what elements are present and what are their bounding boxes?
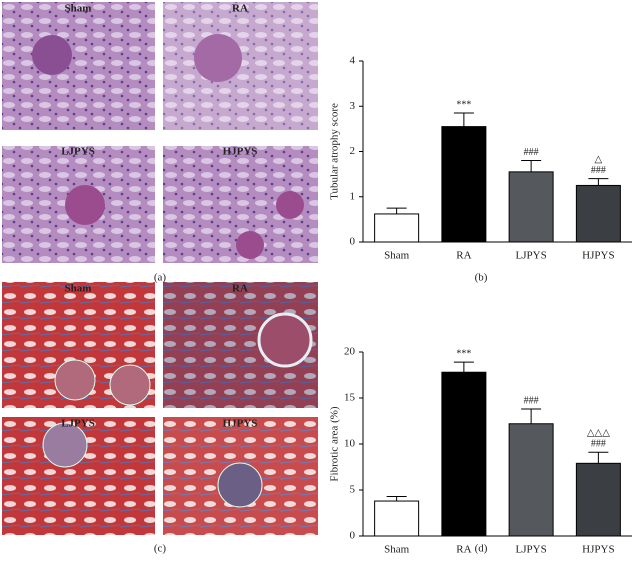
glomerulus — [109, 364, 151, 406]
micrograph — [2, 2, 155, 130]
y-tick-label: 2 — [350, 145, 356, 157]
panel-c-images: Sham RA LJPYS HJPYS — [2, 282, 318, 535]
image-label: LJPYS — [61, 146, 95, 158]
image-label: HJPYS — [223, 418, 258, 430]
bar — [508, 171, 554, 243]
panel-label: (b) — [475, 272, 488, 284]
panel-label: (c) — [154, 543, 167, 555]
glomerulus — [54, 359, 96, 401]
x-tick-label: RA — [456, 544, 471, 556]
bar — [508, 423, 554, 537]
glomerulus — [236, 231, 264, 259]
glomerulus — [257, 312, 313, 368]
bar — [441, 371, 487, 537]
y-axis-label: Fibrotic area (%) — [329, 406, 341, 481]
significance-label: ### — [524, 395, 539, 406]
significance-label: ### — [591, 165, 606, 176]
glomerulus — [42, 422, 88, 468]
y-tick-label: 20 — [344, 346, 356, 358]
significance-label: △△△ — [587, 428, 610, 439]
y-tick-label: 5 — [350, 484, 356, 496]
y-tick-label: 4 — [350, 55, 356, 67]
bar — [441, 126, 487, 243]
x-tick-label: Sham — [384, 544, 410, 556]
glomerulus — [32, 35, 72, 75]
y-axis-label: Tubular atrophy score — [329, 103, 341, 200]
y-tick-label: 3 — [350, 100, 356, 112]
bar — [374, 213, 420, 243]
bar — [575, 462, 621, 537]
significance-label: ### — [591, 439, 606, 450]
y-tick-label: 0 — [350, 530, 356, 542]
y-tick-label: 0 — [350, 236, 356, 248]
significance-label: *** — [456, 348, 471, 359]
x-tick-label: HJPYS — [582, 544, 614, 556]
significance-label: △ — [595, 154, 603, 165]
glomerulus — [276, 191, 304, 219]
x-tick-label: LJPYS — [516, 544, 547, 556]
significance-label: *** — [456, 99, 471, 110]
image-label: RA — [232, 3, 248, 15]
glomerulus — [194, 34, 242, 82]
x-tick-label: LJPYS — [516, 250, 547, 262]
x-tick-label: RA — [456, 250, 471, 262]
image-label: RA — [232, 283, 248, 295]
glomerulus — [217, 462, 263, 508]
y-tick-label: 1 — [350, 190, 356, 202]
image-label: Sham — [65, 283, 92, 295]
glomerulus — [65, 185, 105, 225]
x-tick-label: HJPYS — [582, 250, 614, 262]
image-label: HJPYS — [223, 146, 258, 158]
image-label: LJPYS — [61, 418, 95, 430]
significance-label: ### — [524, 147, 539, 158]
bar — [374, 500, 420, 537]
panel-label: (d) — [475, 543, 488, 555]
panel-a-images: Sham RA LJPYS HJPYS — [2, 2, 318, 263]
image-label: Sham — [65, 3, 92, 15]
bar — [575, 184, 621, 243]
panel-label: (a) — [154, 272, 167, 284]
y-tick-label: 10 — [344, 438, 356, 450]
x-tick-label: Sham — [384, 250, 410, 262]
y-tick-label: 15 — [344, 392, 356, 404]
